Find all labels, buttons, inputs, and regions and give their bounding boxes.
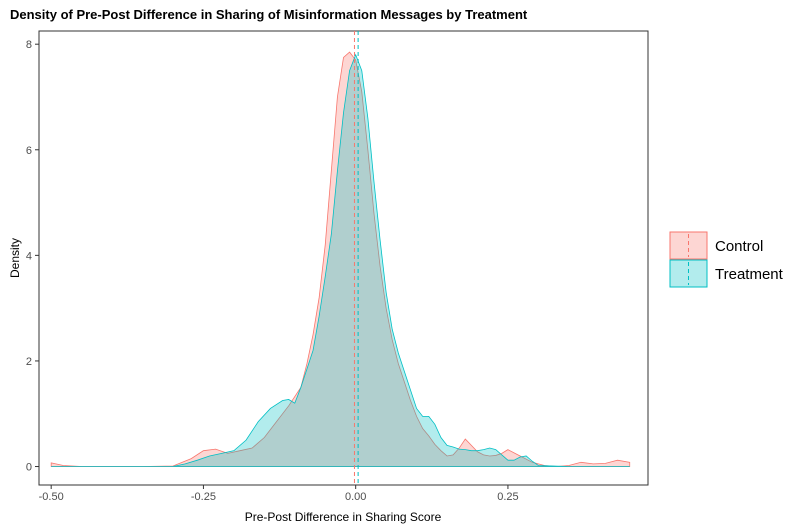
control-density-area [50, 51, 631, 467]
treatment-legend-label: Treatment [715, 266, 784, 283]
panel-border [38, 30, 649, 486]
series-layer [50, 31, 631, 485]
x-tick-label: 0.25 [497, 491, 518, 503]
control-legend-label: Control [715, 238, 763, 255]
x-axis-ticks: -0.50 -0.25 0.00 0.25 [39, 485, 519, 503]
x-tick-label: 0.00 [345, 491, 366, 503]
y-tick-label: 6 [26, 145, 32, 157]
y-tick-label: 4 [26, 250, 32, 262]
legend: Control Treatment [669, 231, 784, 288]
y-axis-title: Density [8, 238, 22, 278]
x-axis-title: Pre-Post Difference in Sharing Score [245, 510, 442, 524]
y-tick-label: 2 [26, 356, 32, 368]
y-axis-ticks: 0 2 4 6 8 [26, 39, 39, 474]
chart-title: Density of Pre-Post Difference in Sharin… [10, 7, 528, 22]
treatment-density-area [51, 53, 630, 467]
x-tick-label: -0.50 [39, 491, 64, 503]
y-tick-label: 0 [26, 462, 32, 474]
plot-area: -0.50 -0.25 0.00 0.25 0 2 4 6 8 [26, 30, 649, 503]
y-tick-label: 8 [26, 39, 32, 51]
x-tick-label: -0.25 [191, 491, 216, 503]
